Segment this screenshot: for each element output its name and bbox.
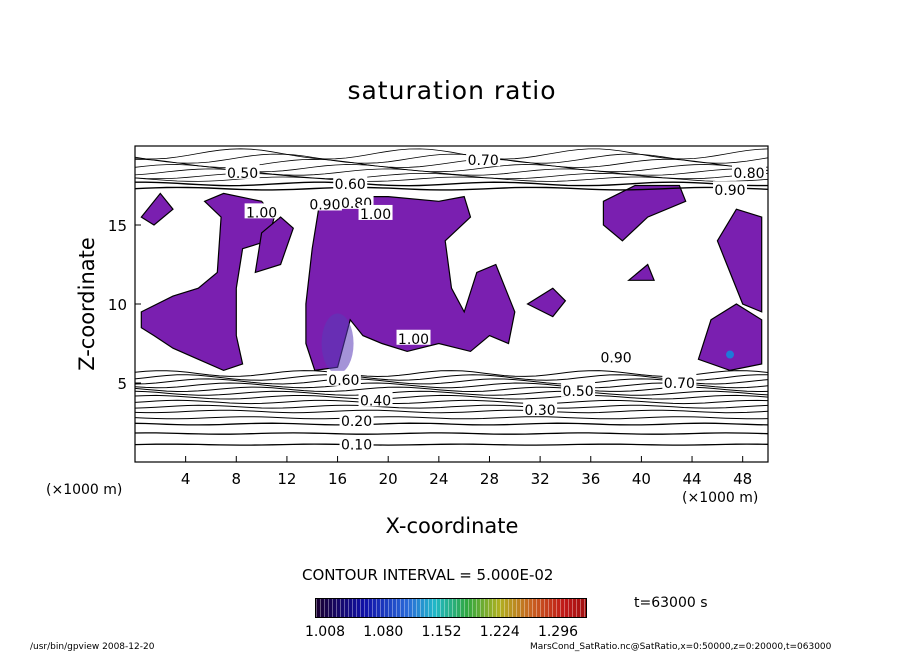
x-axis-label: X-coordinate bbox=[385, 514, 519, 538]
supersaturation-region bbox=[526, 287, 567, 318]
x-unit-label-left: (×1000 m) bbox=[46, 482, 123, 498]
contour-label: 0.40 bbox=[360, 393, 391, 409]
x-unit-label-right: (×1000 m) bbox=[682, 490, 759, 506]
y-tick-label: 10 bbox=[108, 296, 127, 314]
supersaturation-region bbox=[602, 184, 687, 242]
contour-line bbox=[134, 409, 769, 414]
contour-label: 0.30 bbox=[525, 403, 556, 419]
high-ratio-core bbox=[321, 313, 354, 374]
chart-title: saturation ratio bbox=[347, 76, 557, 105]
contour-label-bg bbox=[713, 181, 748, 197]
colorbar-ticks: 1.008 1.080 1.152 1.224 1.296 bbox=[305, 624, 578, 640]
contour-line bbox=[134, 404, 769, 409]
x-tick-label: 44 bbox=[682, 470, 701, 488]
contour-label: 0.50 bbox=[563, 384, 594, 400]
contour-label: 0.60 bbox=[328, 373, 359, 389]
contour-label-bg bbox=[599, 348, 634, 364]
contour-line bbox=[134, 148, 769, 160]
contour-label-bg bbox=[333, 174, 368, 190]
contour-line bbox=[134, 432, 769, 435]
contour-line bbox=[134, 422, 769, 426]
high-ratio-core bbox=[726, 350, 735, 359]
contour-line bbox=[135, 181, 768, 187]
contour-label: 1.00 bbox=[246, 205, 277, 221]
colorbar-tick-label: 1.152 bbox=[421, 624, 461, 640]
contour-label-bg bbox=[358, 204, 393, 220]
x-tick-label: 12 bbox=[277, 470, 296, 488]
contour-label: 0.90 bbox=[714, 183, 745, 199]
supersaturation-region bbox=[697, 303, 763, 372]
x-tick-label: 28 bbox=[480, 470, 499, 488]
supersaturation-region bbox=[254, 216, 295, 274]
contour-line bbox=[134, 186, 769, 191]
contour-label: 0.90 bbox=[600, 351, 631, 367]
x-tick-label: 36 bbox=[581, 470, 600, 488]
colorbar bbox=[315, 598, 587, 618]
contour-line bbox=[134, 416, 769, 420]
contour-label: 1.00 bbox=[398, 332, 429, 348]
contour-labels: 0.10 0.20 0.30 0.40 0.50 0.60 0.70 0.90 1.00 1.00… bbox=[225, 151, 767, 454]
contour-label-bg bbox=[396, 329, 431, 345]
contour-label-bg bbox=[307, 195, 342, 211]
x-tick-label: 4 bbox=[181, 470, 191, 488]
contour-label-bg bbox=[244, 203, 279, 219]
contour-label: 1.00 bbox=[360, 207, 391, 223]
contour-label-bg bbox=[523, 400, 558, 416]
y-axis-label: Z-coordinate bbox=[75, 237, 99, 371]
x-tick-label: 16 bbox=[328, 470, 347, 488]
contour-label-bg bbox=[732, 163, 767, 179]
supersaturation-region bbox=[627, 263, 655, 281]
x-tick-label: 20 bbox=[379, 470, 398, 488]
x-tick-label: 48 bbox=[733, 470, 752, 488]
footer-right: MarsCond_SatRatio.nc@SatRatio,x=0:50000,… bbox=[530, 642, 832, 652]
contour-label-bg bbox=[466, 151, 501, 167]
contour-line bbox=[134, 443, 769, 446]
contour-label-bg bbox=[339, 411, 374, 427]
x-tick-label: 32 bbox=[531, 470, 550, 488]
colorbar-tick-label: 1.296 bbox=[538, 624, 578, 640]
colorbar-tick-label: 1.224 bbox=[480, 624, 520, 640]
contour-line bbox=[134, 399, 769, 405]
supersaturation-regions bbox=[140, 184, 763, 374]
contour-label-bg bbox=[662, 374, 697, 389]
x-tick-label: 24 bbox=[429, 470, 448, 488]
x-tick-label: 8 bbox=[232, 470, 242, 488]
supersaturation-region bbox=[305, 195, 516, 372]
contour-label-bg bbox=[358, 391, 393, 407]
time-label: t=63000 s bbox=[634, 595, 708, 611]
y-tick-label: 15 bbox=[108, 217, 127, 235]
contour-line bbox=[134, 394, 769, 400]
contour-label-bg bbox=[225, 163, 260, 179]
x-tick-label: 40 bbox=[632, 470, 651, 488]
contour-label-bg bbox=[326, 370, 361, 386]
supersaturation-region bbox=[140, 192, 174, 226]
contour-label-bg bbox=[561, 381, 596, 397]
footer-left: /usr/bin/gpview 2008-12-20 bbox=[30, 642, 155, 652]
contour-interval: CONTOUR INTERVAL = 5.000E-02 bbox=[302, 566, 554, 584]
contour-label: 0.50 bbox=[227, 166, 258, 182]
y-tick-label: 5 bbox=[117, 375, 127, 393]
colorbar-tick-label: 1.008 bbox=[305, 624, 345, 640]
contour-label: 0.60 bbox=[335, 177, 366, 193]
contour-line bbox=[134, 390, 769, 396]
contour-label-bg bbox=[339, 435, 374, 451]
contour-label: 0.10 bbox=[341, 438, 372, 454]
contour-label: 0.70 bbox=[664, 376, 695, 392]
contour-label: 0.90 bbox=[309, 197, 340, 213]
supersaturation-region bbox=[716, 208, 763, 313]
colorbar-tick-label: 1.080 bbox=[363, 624, 403, 640]
supersaturation-region bbox=[140, 192, 275, 372]
contour-label: 0.70 bbox=[468, 153, 499, 169]
contour-label: 0.20 bbox=[341, 414, 372, 430]
contour-label: 0.80 bbox=[733, 166, 764, 182]
contour-line bbox=[134, 153, 769, 164]
